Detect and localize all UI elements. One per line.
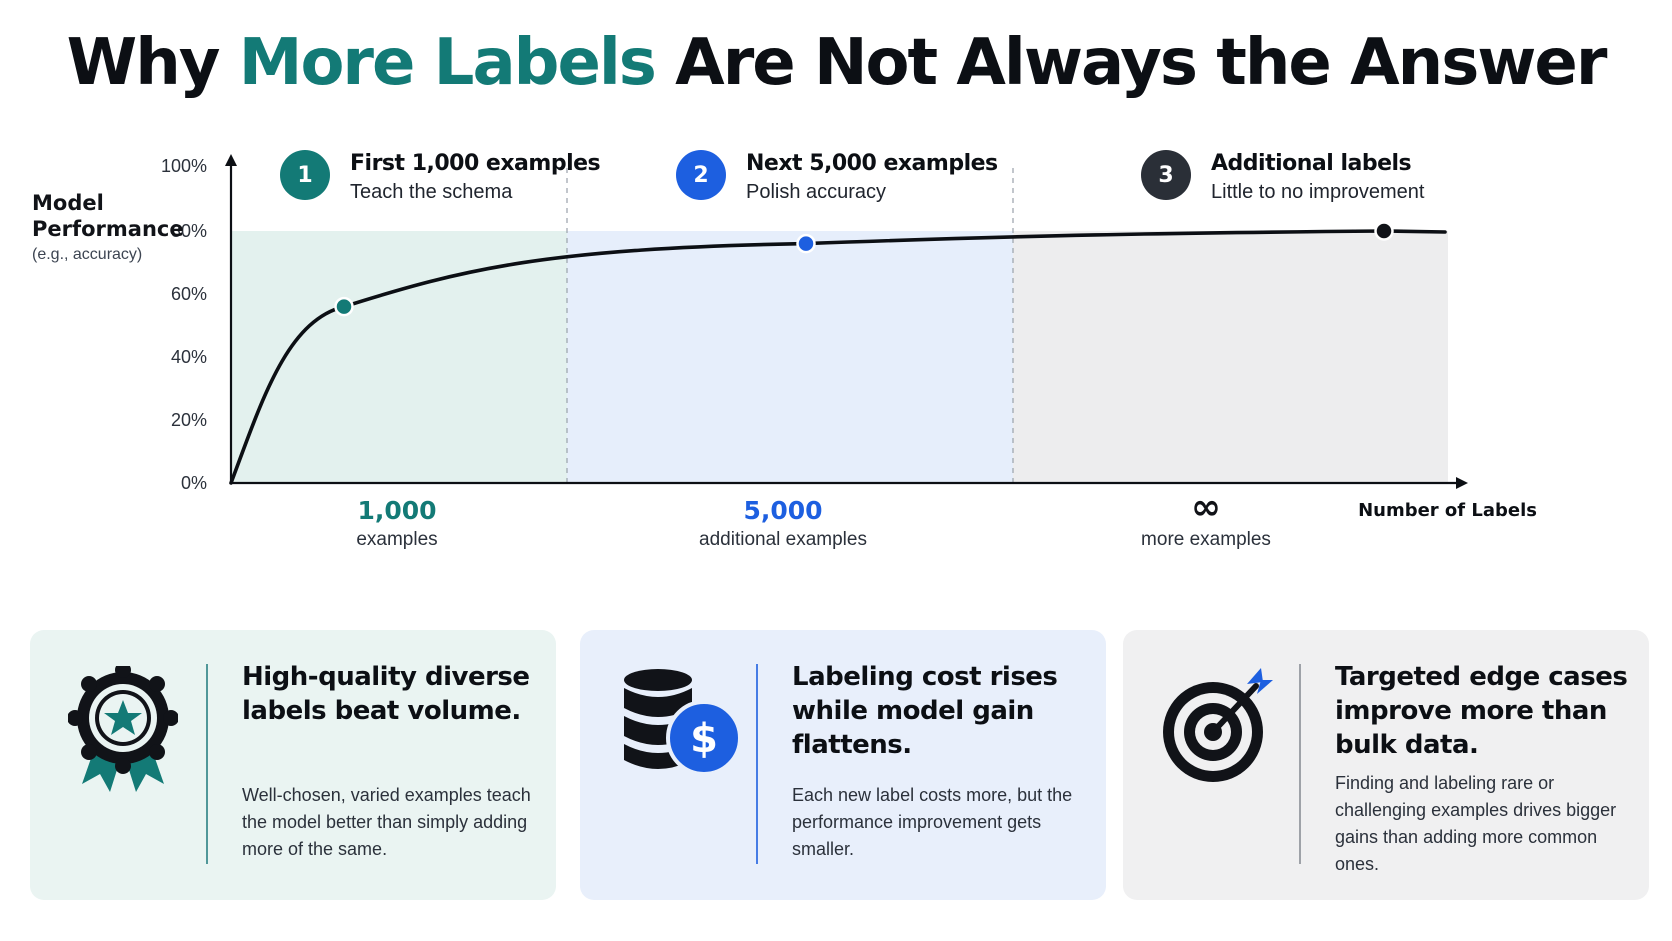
- x-region-value-1: 1,000: [357, 496, 436, 525]
- step-3-badge: 3: [1141, 150, 1191, 200]
- title-accent: More Labels: [238, 26, 657, 100]
- card-quality-title: High-quality diverse labels beat volume.: [242, 662, 530, 726]
- step-2-subtitle: Polish accuracy: [746, 181, 887, 203]
- y-axis-title: Model Performance (e.g., accuracy): [32, 190, 184, 264]
- title-pre: Why: [66, 26, 239, 100]
- x-region-value-3: ∞: [1191, 487, 1221, 528]
- card-divider: [1299, 664, 1301, 864]
- x-axis-arrow: [1456, 477, 1468, 489]
- card-divider: [206, 664, 208, 864]
- y-axis-arrow: [225, 154, 237, 166]
- y-tick-label: 20%: [171, 410, 207, 430]
- card-edge-cases-title: Targeted edge cases improve more than bu…: [1335, 662, 1628, 760]
- step-1-badge: 1: [280, 150, 330, 200]
- x-region-caption-3: more examples: [1141, 529, 1271, 550]
- page-title: Why More Labels Are Not Always the Answe…: [0, 26, 1672, 100]
- database-dollar-icon: $: [624, 669, 742, 776]
- y-tick-label: 60%: [171, 284, 207, 304]
- curve-marker-1: [334, 296, 354, 317]
- x-axis-label: Number of Labels: [1358, 500, 1537, 521]
- curve-marker-2: [796, 233, 816, 254]
- y-axis-label: Model Performance: [32, 191, 184, 241]
- step-2-title: Next 5,000 examples: [746, 151, 998, 176]
- performance-curve: [229, 229, 1447, 485]
- curve-marker-3: [1374, 221, 1394, 241]
- y-tick-label: 100%: [161, 156, 207, 176]
- card-edge-cases-body: Finding and labeling rare or challenging…: [1335, 773, 1617, 874]
- y-tick-label: 40%: [171, 347, 207, 367]
- performance-chart: 0% 20% 40% 60% 80% 100% 1,000 examples 5,000 addi…: [161, 154, 1537, 550]
- step-1-title: First 1,000 examples: [350, 151, 601, 176]
- x-region-value-2: 5,000: [743, 496, 822, 525]
- step-3-title: Additional labels: [1211, 151, 1412, 176]
- step-3-subtitle: Little to no improvement: [1211, 181, 1425, 203]
- y-axis-sublabel: (e.g., accuracy): [32, 246, 143, 263]
- step-2-badge: 2: [676, 150, 726, 200]
- card-divider: [756, 664, 758, 864]
- x-region-caption-1: examples: [356, 529, 437, 550]
- step-3: 3 Additional labels Little to no improve…: [1141, 150, 1424, 204]
- region-fill-2: [567, 231, 1013, 483]
- region-fill-3: [1013, 231, 1448, 483]
- card-edge-cases: Targeted edge cases improve more than bu…: [1123, 630, 1649, 900]
- region-fill-1: [231, 231, 567, 483]
- y-tick-label: 80%: [171, 221, 207, 241]
- x-region-caption-2: additional examples: [699, 529, 867, 550]
- target-arrow-icon: [1163, 668, 1273, 782]
- card-cost: $ Labeling cost rises while model gain f…: [580, 630, 1106, 900]
- title-post: Are Not Always the Answer: [654, 26, 1607, 100]
- y-tick-label: 0%: [181, 473, 207, 493]
- step-1: 1 First 1,000 examples Teach the schema: [280, 150, 601, 204]
- card-cost-title: Labeling cost rises while model gain fla…: [792, 662, 1058, 760]
- svg-text:$: $: [690, 716, 718, 762]
- card-quality-body: Well-chosen, varied examples teach the m…: [242, 785, 531, 859]
- step-1-subtitle: Teach the schema: [350, 181, 513, 203]
- card-quality: High-quality diverse labels beat volume.…: [30, 630, 556, 900]
- step-2: 2 Next 5,000 examples Polish accuracy: [676, 150, 998, 204]
- card-cost-body: Each new label costs more, but the perfo…: [792, 785, 1073, 859]
- award-ribbon-icon: [68, 666, 178, 792]
